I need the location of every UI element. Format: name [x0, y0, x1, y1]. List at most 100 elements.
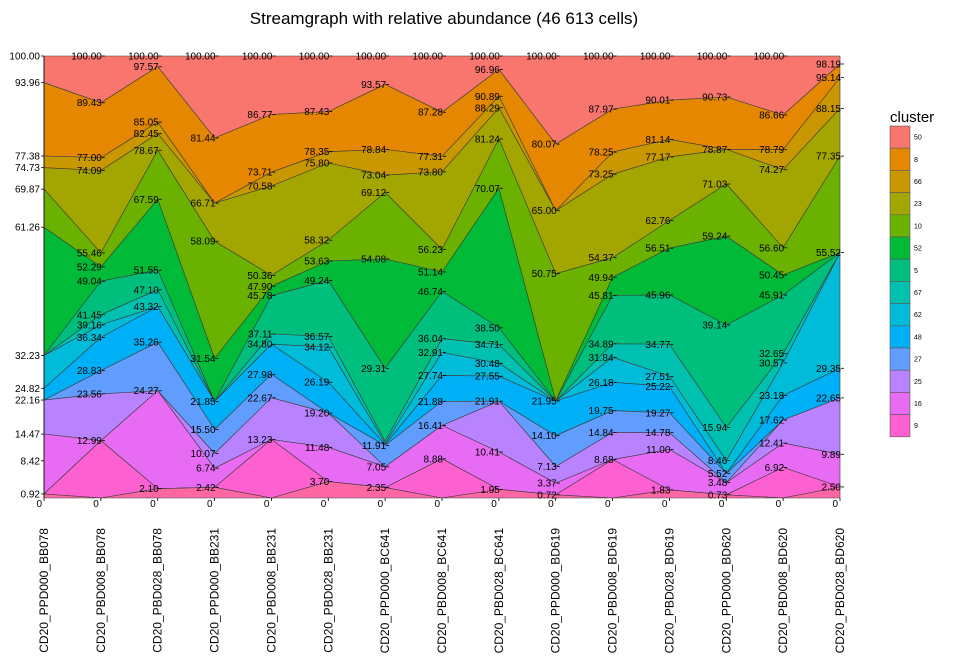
legend-swatch-52 [889, 236, 911, 260]
data-label: 67.59 [134, 195, 159, 206]
data-label: 12.99 [77, 436, 102, 447]
data-label: 88.29 [475, 103, 500, 114]
data-label: 21.95 [532, 396, 557, 407]
y-tick-label: 93.96 [15, 78, 40, 89]
data-label: 34.89 [589, 339, 614, 350]
data-label: 0.73 [708, 490, 728, 501]
data-label: 100.00 [697, 52, 728, 63]
legend-swatch-5 [889, 258, 911, 282]
baseline-label: 0 [548, 499, 554, 510]
baseline-label: 0 [207, 499, 213, 510]
data-label: 21.85 [191, 397, 216, 408]
legend-title: cluster [890, 109, 934, 126]
data-label: 29.35 [816, 364, 841, 375]
data-label: 73.04 [361, 171, 386, 182]
data-label: 49.04 [77, 277, 102, 288]
data-label: 73.80 [418, 167, 443, 178]
data-label: 24.27 [134, 386, 159, 397]
data-label: 56.60 [759, 243, 784, 254]
data-label: 1.83 [651, 485, 671, 496]
data-label: 2.50 [822, 482, 842, 493]
data-label: 81.44 [191, 134, 216, 145]
data-label: 56.23 [418, 245, 443, 256]
data-label: 55.52 [816, 248, 841, 259]
baseline-label: 0 [605, 499, 611, 510]
data-label: 8.46 [708, 456, 728, 467]
data-label: 100.00 [185, 52, 216, 63]
baseline-label: 0 [93, 499, 99, 510]
data-label: 34.12 [304, 343, 329, 354]
data-label: 77.00 [77, 153, 102, 164]
data-label: 78.35 [304, 147, 329, 158]
legend-swatch-27 [889, 347, 911, 371]
data-label: 51.55 [134, 266, 159, 277]
data-label: 32.91 [418, 348, 443, 359]
legend-label-23: 23 [914, 201, 922, 208]
data-label: 30.48 [475, 359, 500, 370]
x-tick-label-cd20-ppd000-bc641: CD20_PPD000_BC641 [378, 528, 392, 654]
y-tick-label: 32.23 [15, 351, 40, 362]
data-label: 58.32 [304, 236, 329, 247]
data-label: 27.74 [418, 371, 443, 382]
legend-swatch-66 [889, 170, 911, 193]
x-tick-label-cd20-ppd000-bb231: CD20_PPD000_BB231 [208, 528, 222, 653]
y-tick-label: 77.38 [15, 151, 40, 162]
legend-label-16: 16 [914, 401, 922, 408]
data-label: 52.29 [77, 262, 102, 273]
baseline-label: 0 [776, 499, 782, 510]
data-label: 6.74 [196, 464, 216, 475]
data-label: 30.57 [759, 358, 784, 369]
legend-swatch-50 [889, 125, 911, 149]
data-label: 70.07 [475, 184, 500, 195]
baseline-label: 0 [264, 499, 270, 510]
data-label: 14.78 [645, 428, 670, 439]
baseline-label: 0 [491, 499, 497, 510]
x-tick-label-cd20-pbd008-bd619: CD20_PBD008_BD619 [606, 528, 620, 654]
data-label: 11.48 [305, 443, 330, 454]
data-label: 19.27 [645, 408, 670, 419]
data-label: 86.66 [759, 110, 784, 121]
legend-label-10: 10 [914, 223, 922, 230]
data-label: 87.97 [589, 105, 614, 116]
legend-swatch-48 [889, 325, 911, 349]
legend-swatch-23 [889, 192, 911, 216]
legend-swatch-8 [889, 147, 911, 171]
x-tick-label-cd20-pbd008-bd620: CD20_PBD008_BD620 [776, 528, 790, 654]
legend-label-27: 27 [914, 357, 922, 364]
data-label: 93.57 [361, 80, 386, 91]
data-label: 100.00 [469, 52, 500, 63]
data-label: 5.52 [708, 469, 728, 480]
data-label: 23.18 [759, 391, 784, 402]
data-label: 37.11 [248, 329, 273, 340]
y-tick-label: 8.42 [21, 456, 41, 467]
data-label: 11.00 [646, 445, 671, 456]
data-label: 8.68 [594, 455, 614, 466]
data-label: 21.91 [475, 397, 500, 408]
data-label: 28.83 [77, 366, 102, 377]
data-label: 88.15 [816, 104, 841, 115]
data-label: 7.05 [367, 462, 387, 473]
data-label: 50.45 [759, 271, 784, 282]
data-label: 15.94 [702, 423, 727, 434]
x-tick-label-cd20-pbd028-bc641: CD20_PBD028_BC641 [492, 528, 506, 654]
data-label: 77.17 [645, 152, 670, 163]
data-label: 100.00 [583, 52, 614, 63]
data-label: 25.22 [645, 382, 670, 393]
data-label: 2.35 [367, 483, 387, 494]
data-label: 96.96 [475, 65, 500, 76]
data-label: 36.34 [77, 333, 102, 344]
data-label: 100.00 [242, 52, 273, 63]
data-label: 74.09 [77, 166, 102, 177]
data-label: 58.09 [191, 237, 216, 248]
baseline-label: 0 [832, 499, 838, 510]
x-axis: 0 CD20_PPD000_BB078 0 CD20_PBD008_BB078 0 CD2… [36, 498, 847, 653]
data-label: 39.14 [702, 321, 727, 332]
data-label: 56.51 [645, 244, 670, 255]
data-label: 62.76 [645, 216, 670, 227]
data-label: 100.00 [299, 52, 330, 63]
stream-areas [43, 55, 841, 499]
x-tick-label-cd20-pbd008-bb078: CD20_PBD008_BB078 [94, 528, 108, 653]
y-tick-label: 74.73 [15, 163, 40, 174]
